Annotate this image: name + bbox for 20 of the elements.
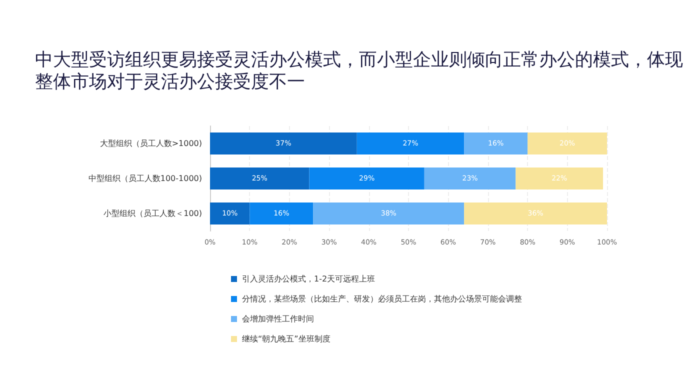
bar xyxy=(309,168,424,190)
legend-label: 会增加弹性工作时间 xyxy=(242,314,314,324)
y-tick-label: 小型组织（员工人数＜100) xyxy=(104,209,202,218)
bar xyxy=(528,132,607,154)
legend-label: 分情况，某些场景（比如生产、研发）必须员工在岗，其他办公场景可能会调整 xyxy=(242,294,522,304)
legend-label: 引入灵活办公模式，1-2天可远程上班 xyxy=(242,274,376,284)
bar xyxy=(210,202,250,224)
bar xyxy=(313,202,464,224)
bar xyxy=(210,168,310,190)
bar xyxy=(424,168,516,190)
bar xyxy=(464,132,528,154)
bar xyxy=(464,202,607,224)
legend-label: 继续“朝九晚五”坐班制度 xyxy=(242,334,330,344)
y-tick-label: 大型组织（员工人数>1000) xyxy=(100,139,202,148)
bar xyxy=(516,168,604,190)
y-tick-label: 中型组织（员工人数100-1000) xyxy=(88,174,202,183)
bar xyxy=(250,202,314,224)
bar xyxy=(356,132,464,154)
bar xyxy=(210,132,357,154)
chart-title: 中大型受访组织更易接受灵活办公模式，而小型企业则倾向正常办公的模式，体现整体市场对于灵活办公接受度不一 xyxy=(35,50,683,92)
